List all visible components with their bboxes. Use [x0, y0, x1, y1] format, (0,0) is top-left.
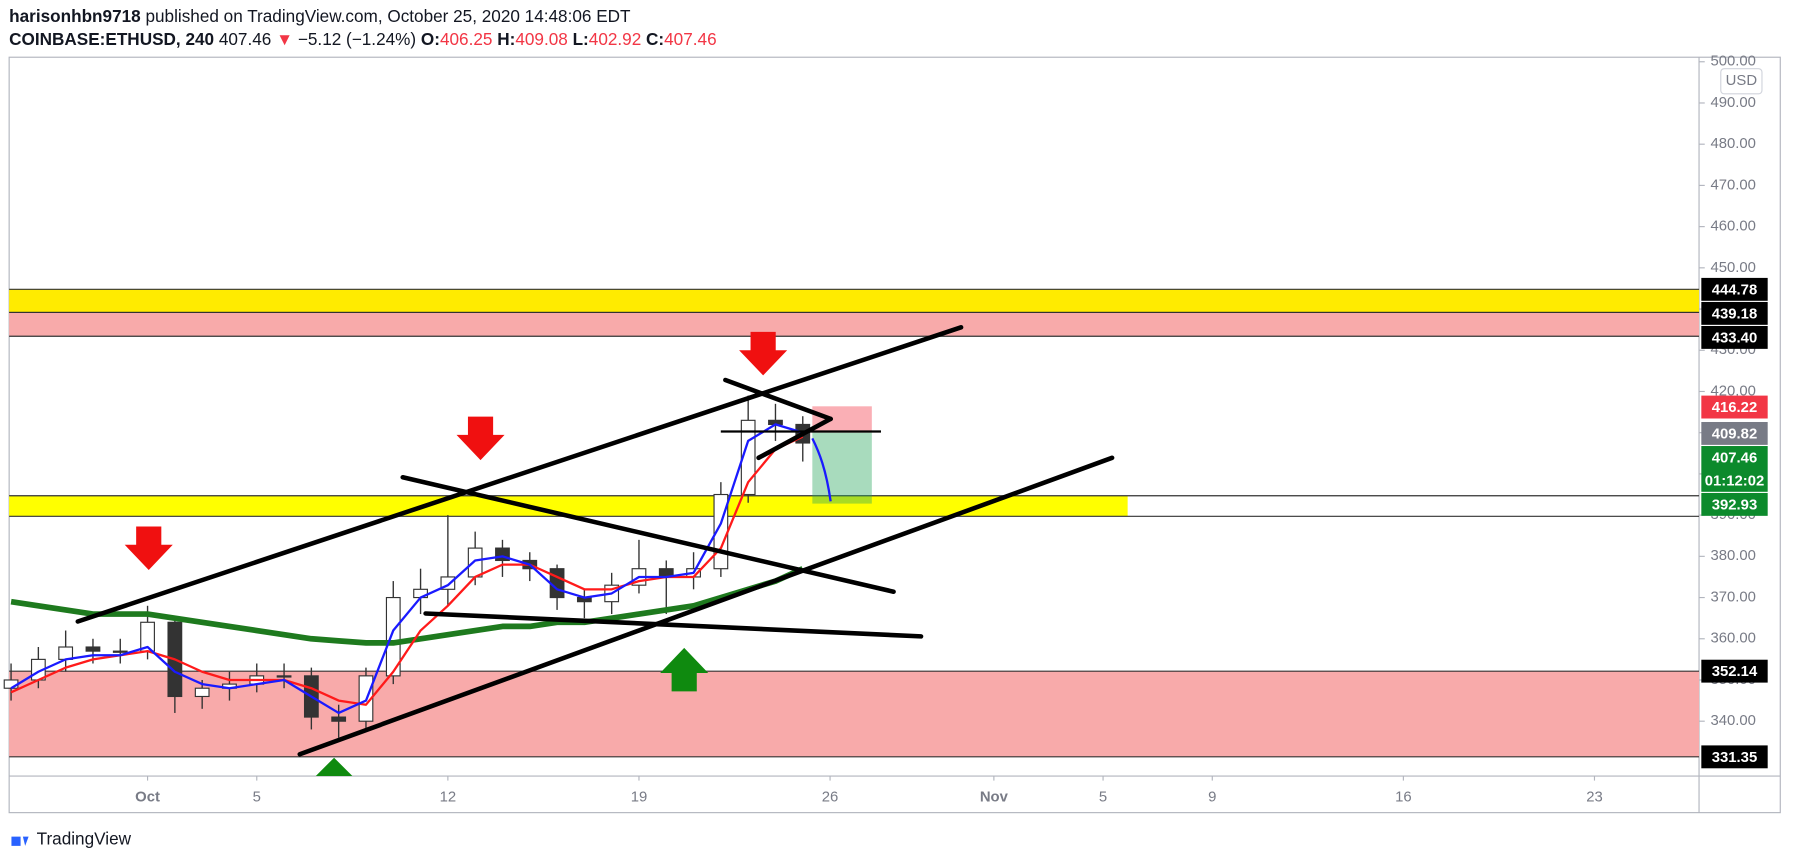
- x-tick-label: 19: [631, 790, 648, 806]
- price-label-box: [1701, 301, 1768, 325]
- candle-body: [85, 646, 101, 652]
- trend-line: [756, 416, 833, 461]
- x-tick-label: 5: [1099, 790, 1107, 806]
- price-label-box: [1701, 446, 1768, 492]
- price-label: 407.46: [1712, 451, 1757, 467]
- candle-body: [194, 687, 210, 698]
- trend-line: [297, 455, 1115, 757]
- last-price: 407.46: [219, 29, 271, 49]
- trend-line: [400, 474, 896, 595]
- ohlc-value: 407.46: [664, 29, 716, 49]
- candle-body: [331, 716, 347, 722]
- ohlc-label: O:: [421, 29, 440, 49]
- y-tick-label: 370.00: [1710, 589, 1755, 605]
- price-label: 433.40: [1712, 330, 1757, 346]
- price-label-box: [1701, 277, 1768, 301]
- change: −5.12 (−1.24%): [298, 29, 416, 49]
- arrow: ▼: [276, 29, 293, 49]
- candle-body: [276, 675, 292, 678]
- ohlc-value: 406.25: [440, 29, 492, 49]
- ma-line: [10, 566, 804, 646]
- y-tick-label: 380.00: [1710, 548, 1755, 564]
- price-label: 392.93: [1712, 497, 1757, 513]
- symbol: COINBASE:ETHUSD, 240: [9, 29, 214, 49]
- projection: [811, 437, 832, 502]
- x-tick-label: 26: [822, 790, 839, 806]
- price-label-box: [1701, 745, 1768, 769]
- drawings: [75, 325, 1115, 777]
- up-arrow: [315, 757, 353, 777]
- candle-body: [385, 596, 401, 677]
- trend-line: [723, 377, 833, 422]
- y-tick-label: 490.00: [1710, 95, 1755, 111]
- price-label: 444.78: [1712, 282, 1757, 298]
- up-arrow: [660, 647, 709, 692]
- candle-body: [467, 547, 483, 578]
- ohlc-value: 409.08: [515, 29, 567, 49]
- logo: [11, 836, 29, 846]
- x-tick-label: 9: [1208, 790, 1216, 806]
- y-tick-label: 460.00: [1710, 219, 1755, 235]
- price-label-box: [1701, 325, 1768, 349]
- zones: [9, 288, 1700, 758]
- candle-body: [549, 568, 565, 599]
- x-tick-label: 12: [440, 790, 457, 806]
- y-tick-label: 480.00: [1710, 136, 1755, 152]
- price-label: 416.22: [1712, 400, 1757, 416]
- price-label-box: [1701, 492, 1768, 516]
- x-tick-label: Oct: [135, 790, 160, 806]
- y-tick-label: 360.00: [1710, 631, 1755, 647]
- x-tick-label: Nov: [980, 790, 1009, 806]
- countdown: 01:12:02: [1705, 473, 1764, 489]
- zone: [9, 671, 1700, 757]
- zone: [9, 312, 1700, 337]
- y-tick-label: 500.00: [1710, 54, 1755, 70]
- published: published on TradingView.com, October 25…: [145, 6, 631, 26]
- y-tick-label: 450.00: [1710, 260, 1755, 276]
- trend-line: [75, 325, 964, 624]
- down-arrow: [739, 331, 788, 376]
- ohlc-label: C:: [646, 29, 664, 49]
- price-label-box: [1701, 395, 1768, 419]
- header-line-2: COINBASE:ETHUSD, 240 407.46 ▼ −5.12 (−1.…: [9, 29, 716, 49]
- zone: [9, 495, 1128, 517]
- axes: 340.00350.00360.00370.00380.00390.00400.…: [135, 54, 1768, 806]
- candles: [3, 395, 811, 738]
- x-tick-label: 23: [1586, 790, 1603, 806]
- zone: [9, 289, 1700, 313]
- y-tick-label: 340.00: [1710, 713, 1755, 729]
- y-tick-label: 420.00: [1710, 383, 1755, 399]
- stop-zone: [812, 406, 872, 433]
- ohlc-label: L:: [573, 29, 589, 49]
- down-arrow: [124, 526, 173, 570]
- ohlc-label: H:: [497, 29, 515, 49]
- author: harisonhbn9718: [9, 6, 141, 26]
- price-label: 439.18: [1712, 306, 1757, 322]
- frame: [8, 56, 1781, 814]
- price-label-box: [1701, 421, 1768, 445]
- y-tick-label: 470.00: [1710, 177, 1755, 193]
- ohlc-value: 402.92: [589, 29, 641, 49]
- ma-line: [10, 423, 804, 715]
- target-zone: [812, 432, 872, 504]
- x-tick-label: 5: [253, 790, 261, 806]
- x-tick-label: 16: [1395, 790, 1412, 806]
- price-label: 352.14: [1712, 664, 1758, 680]
- price-label: 331.35: [1712, 750, 1757, 766]
- candle-body: [112, 650, 128, 653]
- price-label-box: [1701, 659, 1768, 683]
- footer: TradingView: [37, 829, 132, 849]
- down-arrow: [456, 416, 505, 461]
- currency: USD: [1726, 73, 1758, 89]
- currency-badge: [1720, 68, 1763, 95]
- trend-line: [423, 611, 924, 639]
- header-line-1: harisonhbn9718 published on TradingView.…: [9, 6, 631, 26]
- price-label: 409.82: [1712, 427, 1757, 443]
